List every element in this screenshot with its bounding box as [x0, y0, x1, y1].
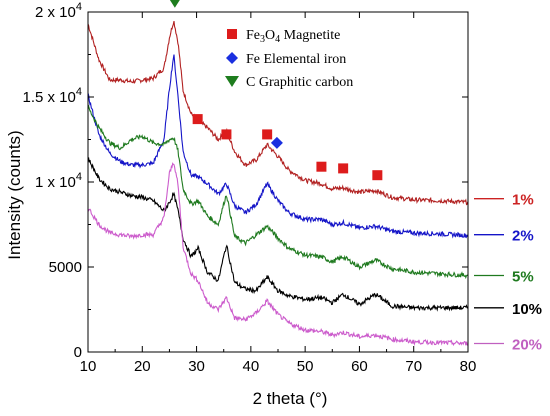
- y-tick-label: 5000: [49, 259, 82, 276]
- legend-item: Fe Elemental iron: [246, 52, 346, 67]
- x-axis-ticks: 10 20 30 40 50 60 70 80: [80, 12, 477, 375]
- square-peak-marker-2: [192, 114, 203, 125]
- series-line-2: [87, 54, 469, 239]
- diamond-peak-marker-5: [270, 136, 283, 149]
- triangle-down-legend-marker: [225, 76, 239, 87]
- series-lines: [87, 20, 469, 347]
- series-label: 2%: [512, 228, 534, 245]
- square-peak-marker-4: [262, 129, 273, 140]
- series-line-3: [87, 104, 469, 280]
- x-tick-label: 10: [80, 358, 97, 375]
- x-axis-label: 2 theta (°): [253, 389, 328, 408]
- series-label: 5%: [512, 269, 534, 286]
- legend: Fe3O4 Magnetite Fe Elemental iron C Graphi…: [225, 28, 353, 90]
- square-peak-marker-7: [338, 163, 349, 174]
- x-tick-label: 70: [405, 358, 422, 375]
- x-tick-label: 20: [134, 358, 151, 375]
- y-tick-label: 0: [74, 344, 82, 361]
- y-axis-label: Intensity (counts): [5, 130, 24, 259]
- x-tick-label: 80: [460, 358, 477, 375]
- legend-item: C Graphitic carbon: [246, 75, 353, 90]
- series-line-4: [87, 156, 469, 312]
- series-line-1: [87, 20, 469, 206]
- x-tick-label: 40: [243, 358, 260, 375]
- triangle-down-peak-marker-1: [169, 0, 180, 8]
- square-legend-marker: [227, 29, 237, 39]
- series-label: 20%: [512, 337, 542, 354]
- series-line-5: [87, 162, 469, 347]
- y-tick-label: 2 x 104: [35, 1, 82, 21]
- peak-markers: [169, 0, 383, 181]
- y-axis-ticks: 0 5000 1 x 104 1.5 x 104 2 x 104: [23, 1, 468, 361]
- square-peak-marker-6: [316, 161, 327, 172]
- y-tick-label: 1 x 104: [35, 171, 82, 191]
- series-end-labels: 1% 2% 5% 10% 20%: [474, 192, 542, 354]
- series-label: 10%: [512, 301, 542, 318]
- x-tick-label: 30: [188, 358, 205, 375]
- legend-item: Fe3O4 Magnetite: [246, 28, 340, 45]
- y-tick-label: 1.5 x 104: [23, 86, 83, 106]
- x-tick-label: 60: [351, 358, 368, 375]
- square-peak-marker-3: [221, 129, 232, 140]
- square-peak-marker-8: [372, 170, 383, 181]
- diamond-legend-marker: [226, 52, 238, 64]
- series-label: 1%: [512, 192, 534, 209]
- x-tick-label: 50: [297, 358, 314, 375]
